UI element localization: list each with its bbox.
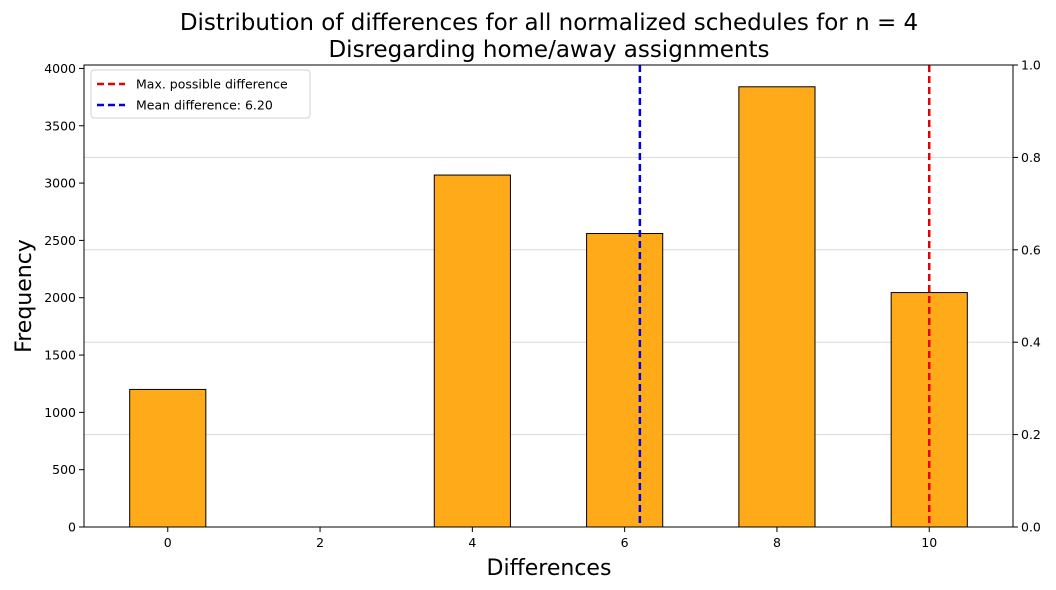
y2-tick-label-0-0: 0.0 — [1021, 520, 1041, 535]
legend-box — [90, 69, 311, 119]
x-tick-label-0: 0 — [164, 535, 172, 550]
y-tick-label-3500: 3500 — [44, 118, 76, 133]
y2-tick-label-0-8: 0.8 — [1021, 150, 1041, 165]
legend: Max. possible difference Mean difference… — [90, 69, 311, 119]
y2-tick-label-0-2: 0.2 — [1021, 427, 1041, 442]
y-tick-label-500: 500 — [52, 462, 76, 477]
legend-label-mean: Mean difference: 6.20 — [136, 98, 273, 113]
x-axis-ticks: 0 2 4 6 8 10 — [164, 527, 937, 550]
x-tick-label-6: 6 — [621, 535, 629, 550]
y-tick-label-2500: 2500 — [44, 233, 76, 248]
plot-frame — [83, 64, 1014, 528]
x-tick-label-4: 4 — [468, 535, 476, 550]
reference-lines — [638, 65, 931, 527]
y2-tick-label-0-6: 0.6 — [1021, 242, 1041, 257]
y-tick-label-3000: 3000 — [44, 176, 76, 191]
bars — [129, 86, 968, 528]
y-tick-label-1500: 1500 — [44, 348, 76, 363]
x-axis-label: Differences — [487, 556, 612, 581]
x-tick-label-10: 10 — [921, 535, 937, 550]
bar-0 — [129, 388, 207, 528]
y-tick-label-0: 0 — [68, 520, 76, 535]
y2-tick-label-1-0: 1.0 — [1021, 58, 1041, 73]
y-axis-ticks: 0 500 1000 1500 2000 2500 3000 3500 4000 — [44, 61, 84, 535]
y-tick-label-1000: 1000 — [44, 405, 76, 420]
y-axis-label: Frequency — [12, 239, 37, 353]
chart-subtitle: Disregarding home/away assignments — [328, 37, 769, 63]
bar-4 — [433, 174, 511, 528]
y2-tick-label-0-4: 0.4 — [1021, 335, 1041, 350]
x-tick-label-2: 2 — [316, 535, 324, 550]
y-tick-label-4000: 4000 — [44, 61, 76, 76]
chart-title: Distribution of differences for all norm… — [180, 10, 918, 36]
legend-label-max: Max. possible difference — [136, 77, 288, 92]
x-tick-label-8: 8 — [773, 535, 781, 550]
y-tick-label-2000: 2000 — [44, 290, 76, 305]
bar-6 — [586, 233, 664, 528]
bar-8 — [738, 86, 816, 528]
secondary-y-axis-ticks: 0.0 0.2 0.4 0.6 0.8 1.0 — [1013, 58, 1041, 535]
grid-lines — [84, 156, 1013, 436]
